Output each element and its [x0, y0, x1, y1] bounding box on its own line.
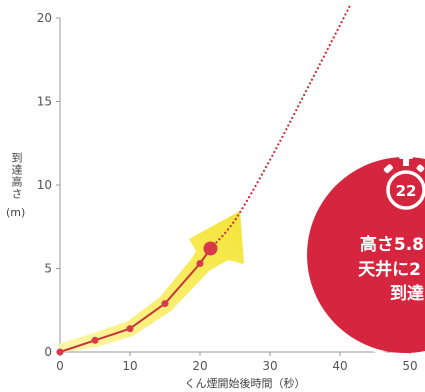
- badge-timer: 22: [396, 182, 417, 200]
- y-axis-unit: (m): [6, 206, 26, 219]
- x-tick-label: 20: [192, 359, 207, 373]
- x-tick-label: 40: [332, 359, 347, 373]
- trend-arrow: [58, 211, 244, 353]
- data-point: [56, 348, 64, 356]
- y-tick-label: 15: [37, 95, 52, 109]
- y-tick-label: 20: [37, 11, 52, 25]
- badge-rim: [303, 153, 425, 357]
- x-tick-label: 0: [56, 359, 64, 373]
- data-point: [161, 300, 169, 308]
- y-tick-label: 5: [44, 262, 52, 276]
- y-axis-label: 到達高さ: [10, 152, 23, 200]
- data-point: [196, 259, 204, 267]
- x-tick-label: 30: [262, 359, 277, 373]
- y-tick-label: 0: [44, 345, 52, 359]
- projection-line: [209, 3, 352, 250]
- time-badge: 22 高さ5.8 天井に2 到達: [303, 152, 425, 357]
- ticks: 0 5 10 15 20 0 10 20 30 40 50: [37, 11, 418, 373]
- badge-line-1: 高さ5.8: [360, 234, 424, 255]
- badge-line-3: 到達: [390, 284, 424, 304]
- data-point: [91, 336, 99, 344]
- x-axis-label: くん煙開始後時間（秒）: [184, 377, 306, 390]
- series: [56, 3, 352, 356]
- badge-line-2: 天井に2: [358, 259, 421, 280]
- y-tick-label: 10: [37, 178, 52, 192]
- x-tick-label: 10: [122, 359, 137, 373]
- x-tick-label: 50: [402, 359, 417, 373]
- data-point: [126, 325, 134, 333]
- stopwatch-icon: 22: [383, 152, 425, 210]
